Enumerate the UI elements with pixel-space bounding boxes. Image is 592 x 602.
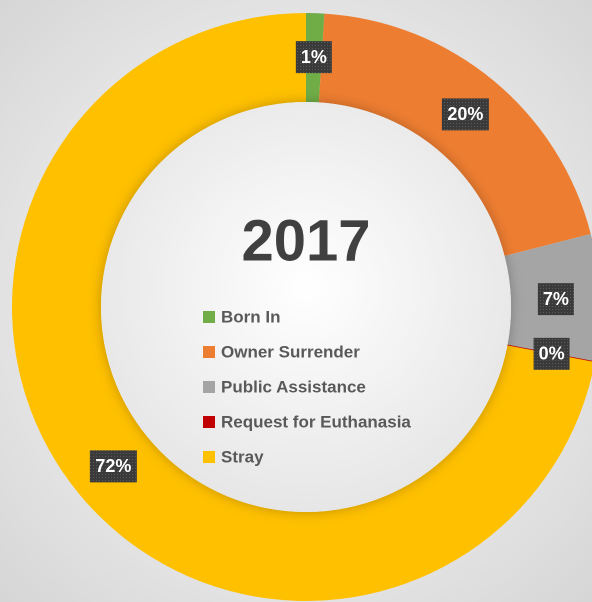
legend-swatch xyxy=(203,381,215,393)
chart-title: 2017 xyxy=(241,208,370,273)
data-label-box xyxy=(537,283,574,316)
legend-label: Request for Euthanasia xyxy=(221,412,411,431)
data-label: 7% xyxy=(543,289,569,309)
legend-label: Public Assistance xyxy=(221,377,366,396)
data-label-box xyxy=(295,41,332,74)
slice xyxy=(318,13,591,257)
legend-label: Stray xyxy=(221,447,264,466)
data-label: 20% xyxy=(447,104,483,124)
data-label-box xyxy=(533,337,570,370)
data-label: 72% xyxy=(95,456,131,476)
donut-hole xyxy=(101,102,511,512)
legend-swatch xyxy=(203,311,215,323)
legend-swatch xyxy=(203,451,215,463)
legend-label: Owner Surrender xyxy=(221,342,360,361)
legend-swatch xyxy=(203,346,215,358)
data-label-box xyxy=(441,98,489,131)
data-label-box xyxy=(89,450,137,483)
legend-label: Born In xyxy=(221,307,281,326)
slice xyxy=(12,13,592,601)
legend-swatch xyxy=(203,416,215,428)
data-label: 1% xyxy=(301,47,327,67)
data-label: 0% xyxy=(539,344,565,364)
labels: 1% 20% 7% 0% 72% Born In Owner Surrender Public… xyxy=(89,41,574,483)
